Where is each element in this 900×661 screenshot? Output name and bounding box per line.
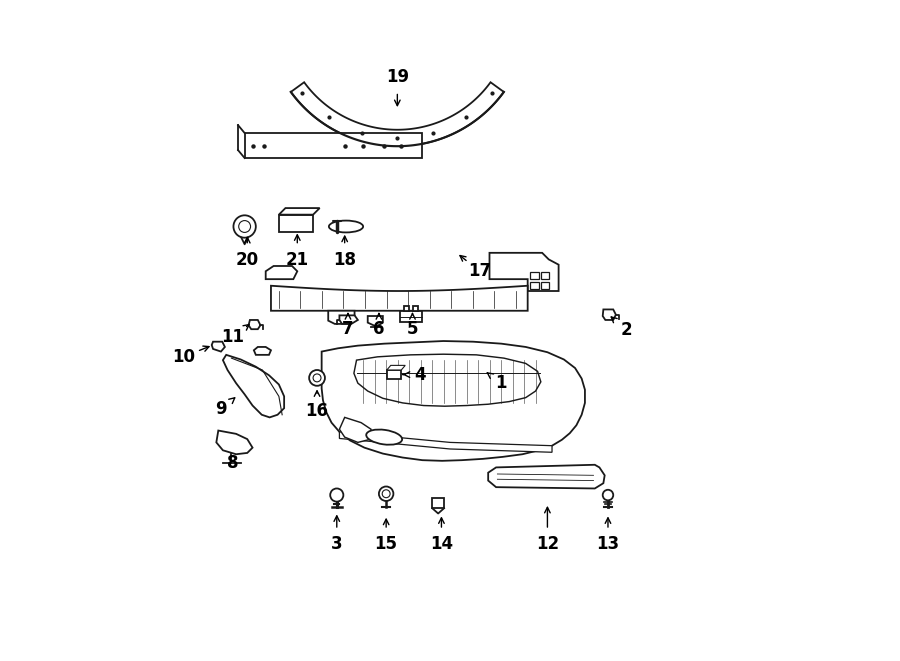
- Polygon shape: [266, 266, 297, 279]
- Text: 21: 21: [285, 251, 309, 269]
- Circle shape: [309, 370, 325, 386]
- Polygon shape: [488, 465, 605, 488]
- Bar: [400, 311, 422, 322]
- Text: 17: 17: [468, 262, 491, 280]
- Polygon shape: [339, 315, 358, 324]
- Polygon shape: [354, 354, 541, 407]
- Circle shape: [382, 490, 390, 498]
- Bar: [245, 133, 422, 158]
- Text: 11: 11: [221, 328, 244, 346]
- Polygon shape: [328, 311, 355, 324]
- Text: 14: 14: [430, 535, 453, 553]
- Text: 9: 9: [215, 401, 227, 418]
- Polygon shape: [321, 341, 585, 461]
- Polygon shape: [248, 320, 260, 329]
- Circle shape: [238, 221, 250, 233]
- Circle shape: [330, 488, 344, 502]
- Circle shape: [379, 486, 393, 501]
- Circle shape: [233, 215, 256, 238]
- Ellipse shape: [366, 430, 402, 445]
- Polygon shape: [223, 355, 284, 417]
- Bar: [530, 272, 539, 279]
- Polygon shape: [339, 417, 371, 442]
- Bar: [404, 306, 410, 311]
- Text: 12: 12: [536, 535, 559, 553]
- Text: 5: 5: [407, 320, 418, 338]
- Ellipse shape: [328, 221, 363, 233]
- Text: 1: 1: [496, 374, 507, 392]
- Polygon shape: [603, 309, 616, 320]
- Polygon shape: [387, 366, 405, 370]
- Text: 4: 4: [415, 366, 427, 383]
- Circle shape: [603, 490, 613, 500]
- Polygon shape: [254, 347, 271, 355]
- Polygon shape: [279, 208, 320, 215]
- Text: 19: 19: [386, 68, 409, 86]
- Bar: [541, 282, 549, 289]
- Polygon shape: [339, 432, 552, 452]
- Bar: [432, 498, 444, 508]
- Polygon shape: [271, 286, 527, 311]
- Bar: [541, 272, 549, 279]
- Bar: [387, 370, 401, 379]
- Polygon shape: [490, 253, 559, 291]
- Circle shape: [313, 374, 321, 382]
- Text: 20: 20: [236, 251, 259, 269]
- Polygon shape: [216, 430, 253, 454]
- Text: 13: 13: [597, 535, 619, 553]
- Text: 3: 3: [331, 535, 343, 553]
- Bar: [413, 306, 418, 311]
- Text: 18: 18: [333, 251, 356, 269]
- Text: 16: 16: [305, 402, 328, 420]
- Text: 8: 8: [227, 455, 239, 473]
- Polygon shape: [368, 316, 382, 327]
- Text: 6: 6: [374, 320, 384, 338]
- Bar: [530, 282, 539, 289]
- Text: 10: 10: [172, 348, 195, 366]
- Text: 2: 2: [621, 321, 632, 340]
- Bar: [279, 215, 313, 232]
- Text: 7: 7: [342, 320, 354, 338]
- Polygon shape: [212, 342, 225, 352]
- Text: 15: 15: [374, 535, 398, 553]
- Polygon shape: [291, 82, 504, 146]
